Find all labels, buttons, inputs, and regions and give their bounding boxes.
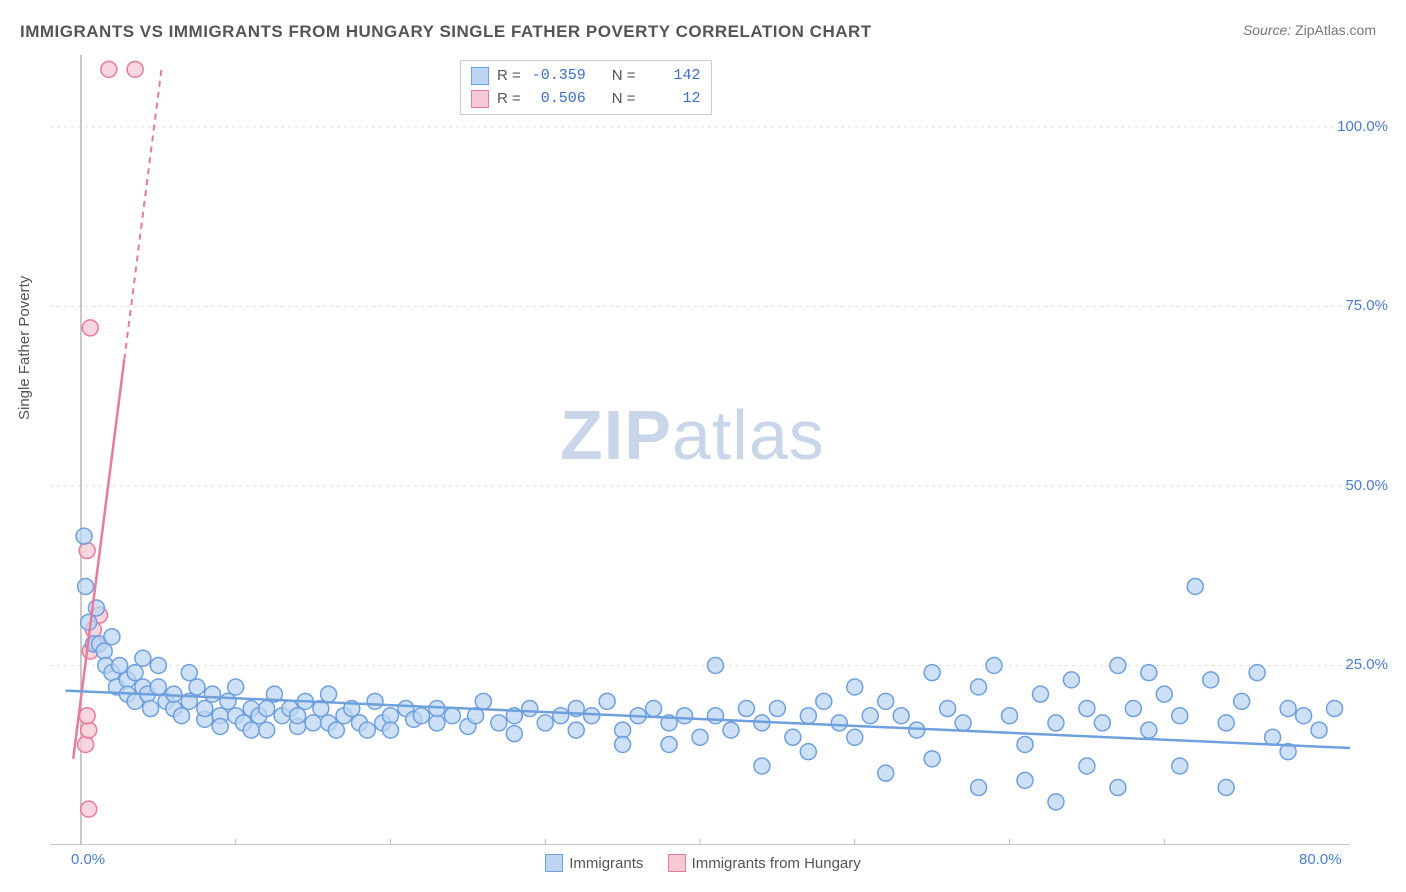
- scatter-svg: [50, 55, 1350, 845]
- series-label-hungary: Immigrants from Hungary: [692, 855, 861, 872]
- plot-area: [50, 55, 1350, 845]
- swatch-immigrants: [545, 854, 563, 872]
- series-label-immigrants: Immigrants: [569, 855, 643, 872]
- source-label: Source:: [1243, 22, 1291, 38]
- legend-series: Immigrants Immigrants from Hungary: [0, 854, 1406, 876]
- legend-correlation: R = -0.359 N = 142 R = 0.506 N = 12: [460, 60, 712, 115]
- swatch-hungary: [471, 90, 489, 108]
- swatch-hungary: [668, 854, 686, 872]
- x-tick-label: 0.0%: [71, 851, 105, 868]
- legend-row: R = -0.359 N = 142: [471, 65, 701, 88]
- r-value-immigrants: -0.359: [531, 65, 586, 88]
- source-value: ZipAtlas.com: [1295, 22, 1376, 38]
- r-label: R =: [497, 88, 521, 111]
- legend-row: R = 0.506 N = 12: [471, 88, 701, 111]
- n-value-immigrants: 142: [646, 65, 701, 88]
- legend-item-hungary: Immigrants from Hungary: [668, 854, 861, 872]
- y-tick-label: 25.0%: [1345, 656, 1388, 673]
- y-tick-label: 50.0%: [1345, 477, 1388, 494]
- swatch-immigrants: [471, 67, 489, 85]
- y-tick-label: 100.0%: [1337, 118, 1388, 135]
- y-tick-label: 75.0%: [1345, 297, 1388, 314]
- chart-container: IMMIGRANTS VS IMMIGRANTS FROM HUNGARY SI…: [0, 0, 1406, 892]
- n-label: N =: [612, 88, 636, 111]
- n-label: N =: [612, 65, 636, 88]
- y-axis-label: Single Father Poverty: [16, 276, 33, 420]
- source-attribution: Source: ZipAtlas.com: [1243, 22, 1376, 38]
- n-value-hungary: 12: [646, 88, 701, 111]
- x-tick-label: 80.0%: [1299, 851, 1342, 868]
- chart-title: IMMIGRANTS VS IMMIGRANTS FROM HUNGARY SI…: [20, 22, 872, 42]
- legend-item-immigrants: Immigrants: [545, 854, 643, 872]
- r-value-hungary: 0.506: [531, 88, 586, 111]
- r-label: R =: [497, 65, 521, 88]
